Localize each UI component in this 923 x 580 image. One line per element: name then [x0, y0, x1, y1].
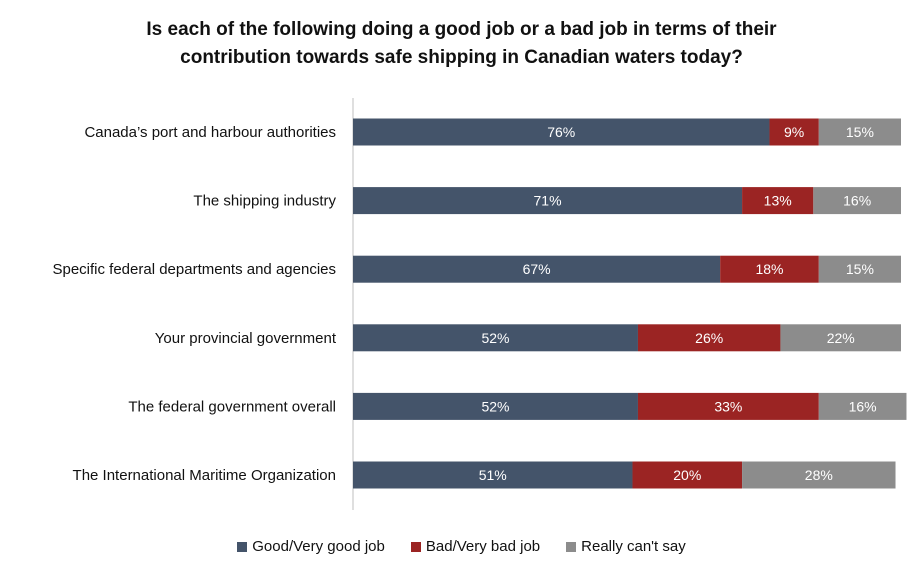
bar-segment — [353, 392, 638, 420]
data-label: 71% — [534, 193, 562, 209]
chart-title: Is each of the following doing a good jo… — [146, 19, 777, 68]
legend-item: Good/Very good job — [237, 538, 385, 555]
bar-segment — [742, 187, 814, 215]
data-label: 26% — [695, 330, 723, 346]
bar-segment — [353, 324, 638, 352]
bar-segment — [818, 118, 901, 146]
data-label: 22% — [827, 330, 855, 346]
data-label: 67% — [523, 261, 551, 277]
category-label: The federal government overall — [128, 398, 336, 415]
legend-label: Really can't say — [581, 538, 686, 555]
bar-segment — [818, 255, 901, 283]
bar-segment — [818, 392, 907, 420]
data-label: 15% — [846, 261, 874, 277]
data-label: 51% — [479, 467, 507, 483]
bar-segment — [769, 118, 819, 146]
bar-segment — [637, 392, 819, 420]
bar-segment — [742, 461, 896, 489]
data-label: 16% — [849, 398, 877, 414]
data-label: 28% — [805, 467, 833, 483]
bar-segment — [813, 187, 901, 215]
legend-swatch — [410, 541, 421, 552]
bar-segment — [780, 324, 901, 352]
data-label: 76% — [547, 124, 575, 140]
data-label: 52% — [481, 398, 509, 414]
legend-label: Bad/Very bad job — [425, 538, 541, 555]
bar-segment — [353, 187, 743, 215]
legend: Good/Very good job Bad/Very bad job Really… — [0, 538, 923, 555]
bar-segment — [353, 255, 721, 283]
legend-label: Good/Very good job — [252, 538, 385, 555]
data-label: 9% — [784, 124, 804, 140]
data-label: 15% — [846, 124, 874, 140]
bar-segment — [637, 324, 781, 352]
data-label: 20% — [673, 467, 701, 483]
bar-segment — [353, 461, 633, 489]
data-label: 16% — [843, 193, 871, 209]
bar-segment — [632, 461, 743, 489]
category-label: Specific federal departments and agencie… — [52, 261, 336, 278]
category-label: The International Maritime Organization — [73, 467, 336, 484]
bar-segment — [720, 255, 819, 283]
data-label: 52% — [481, 330, 509, 346]
bar-segment — [353, 118, 770, 146]
stacked-bar-plot: Canada’s port and harbour authorities 76%… — [52, 98, 907, 510]
data-label: 18% — [755, 261, 783, 277]
legend-item: Bad/Very bad job — [410, 538, 541, 555]
legend-swatch — [566, 541, 577, 552]
legend-item: Really can't say — [566, 538, 686, 555]
category-label: Canada’s port and harbour authorities — [84, 124, 336, 141]
data-label: 13% — [764, 193, 792, 209]
category-label: Your provincial government — [155, 330, 337, 347]
data-label: 33% — [714, 398, 742, 414]
category-label: The shipping industry — [193, 193, 336, 210]
legend-swatch — [237, 541, 248, 552]
